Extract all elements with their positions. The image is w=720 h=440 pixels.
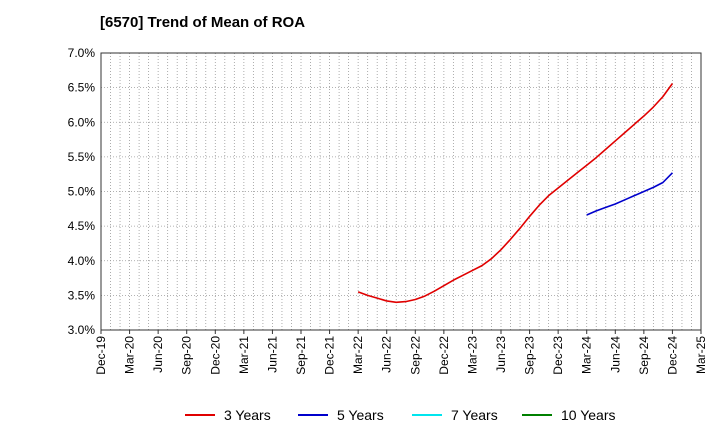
x-tick-label: Sep-24 — [637, 336, 651, 375]
y-tick-label: 7.0% — [68, 46, 96, 60]
x-tick-label: Jun-24 — [608, 336, 622, 373]
series-line-3-years — [357, 83, 674, 304]
y-tick-label: 4.0% — [68, 254, 96, 268]
grid-lines — [101, 53, 701, 330]
x-tick-label: Mar-25 — [694, 336, 708, 374]
y-tick-label: 6.0% — [68, 115, 96, 129]
x-tick-label: Mar-20 — [123, 336, 137, 374]
series-lines — [357, 83, 674, 304]
x-tick-label: Dec-22 — [437, 336, 451, 375]
legend-label: 3 Years — [224, 407, 271, 423]
x-tick-label: Dec-21 — [323, 336, 337, 375]
x-tick-label: Mar-23 — [465, 336, 479, 374]
y-tick-label: 5.5% — [68, 150, 96, 164]
y-tick-label: 6.5% — [68, 81, 96, 95]
chart-title: [6570] Trend of Mean of ROA — [100, 14, 306, 31]
legend-label: 5 Years — [337, 407, 384, 423]
y-tick-label: 3.0% — [68, 323, 96, 337]
x-tick-label: Dec-23 — [551, 336, 565, 375]
legend-label: 10 Years — [561, 407, 616, 423]
x-tick-label: Jun-21 — [265, 336, 279, 373]
x-tick-label: Dec-24 — [665, 336, 679, 375]
plot-area-frame — [100, 52, 702, 331]
x-tick-label: Sep-20 — [180, 336, 194, 375]
y-tick-label: 3.5% — [68, 288, 96, 302]
x-tick-label: Dec-19 — [94, 336, 108, 375]
x-tick-label: Jun-22 — [380, 336, 394, 373]
series-line-5-years — [586, 172, 674, 216]
x-tick-label: Mar-22 — [351, 336, 365, 374]
legend: 3 Years 5 Years 7 Years 10 Years — [185, 407, 616, 423]
x-tick-label: Jun-23 — [494, 336, 508, 373]
y-tick-label: 5.0% — [68, 185, 96, 199]
x-tick-label: Mar-21 — [237, 336, 251, 374]
x-tick-label: Sep-23 — [523, 336, 537, 375]
x-tick-label: Jun-20 — [151, 336, 165, 373]
x-tick-label: Dec-20 — [208, 336, 222, 375]
y-axis-tick-labels: 3.0% 3.5% 4.0% 4.5% 5.0% 5.5% 6.0% 6.5% 7.0% — [68, 46, 96, 337]
x-tick-label: Mar-24 — [580, 336, 594, 374]
y-tick-label: 4.5% — [68, 219, 96, 233]
legend-label: 7 Years — [451, 407, 498, 423]
x-tick-label: Sep-22 — [408, 336, 422, 375]
x-axis-tick-labels: Dec-19 Mar-20 Jun-20 Sep-20 Dec-20 Mar-21 Jun-… — [94, 330, 708, 375]
x-tick-label: Sep-21 — [294, 336, 308, 375]
